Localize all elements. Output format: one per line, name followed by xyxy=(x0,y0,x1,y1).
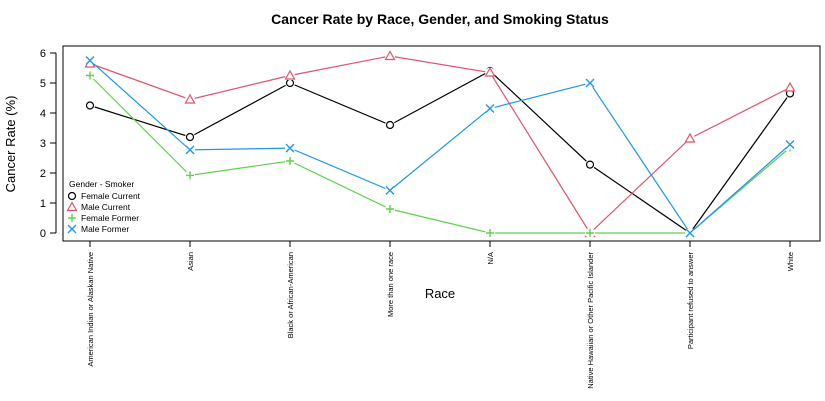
x-tick-label-7: White xyxy=(786,252,795,271)
point-female-current-3 xyxy=(385,120,395,130)
point-male-former-2 xyxy=(285,143,295,153)
point-male-former-5 xyxy=(585,78,595,88)
legend-marker-male-former xyxy=(67,224,77,234)
point-male-former-3 xyxy=(385,185,395,195)
legend-marker-female-current xyxy=(67,191,77,201)
y-axis: 0 1 2 3 4 5 6 xyxy=(40,48,57,240)
x-tick-label-4: N/A xyxy=(486,252,495,265)
series-line-male-former xyxy=(89,60,791,234)
legend-label-female-former: Female Former xyxy=(81,213,139,223)
point-male-former-6 xyxy=(685,228,695,238)
point-female-former-2 xyxy=(286,157,294,165)
chart-title: Cancer Rate by Race, Gender, and Smoking… xyxy=(271,11,609,27)
point-male-current-4 xyxy=(484,66,496,77)
point-male-current-2 xyxy=(284,69,296,80)
point-gap-male-current-4 xyxy=(485,67,495,78)
x-axis: American Indian or Alaskan Native Asian Bl… xyxy=(86,240,795,389)
point-female-former-1 xyxy=(186,171,194,180)
y-tick-label-4: 4 xyxy=(40,108,46,120)
x-tick-label-6: Participant refused to answer xyxy=(686,252,695,350)
point-female-current-5 xyxy=(585,160,595,169)
point-female-current-0 xyxy=(85,101,95,110)
x-tick-label-5: Native Hawaiian or Other Pacific Islande… xyxy=(586,252,595,389)
legend-title: Gender - Smoker xyxy=(69,179,134,189)
y-tick-label-1: 1 xyxy=(40,198,46,210)
point-male-former-0 xyxy=(85,56,95,65)
legend-label-male-current: Male Current xyxy=(81,202,131,212)
legend-marker-female-former xyxy=(68,214,76,222)
legend-label-female-current: Female Current xyxy=(81,191,141,201)
point-male-former-7 xyxy=(785,140,795,149)
x-tick-label-3: More than one race xyxy=(386,252,395,317)
series-male-current xyxy=(84,50,796,238)
point-male-current-6 xyxy=(684,132,696,143)
point-male-former-1 xyxy=(185,145,195,155)
y-tick-label-0: 0 xyxy=(40,228,46,240)
y-tick-label-2: 2 xyxy=(40,168,46,180)
plot-frame xyxy=(62,45,821,242)
point-gap-male-current-2 xyxy=(285,70,295,81)
point-gap-male-current-6 xyxy=(685,133,695,144)
x-tick-label-1: Asian xyxy=(186,252,195,271)
point-gap-male-current-7 xyxy=(785,82,795,93)
point-gap-male-current-3 xyxy=(385,51,395,61)
point-male-current-3 xyxy=(384,50,396,61)
point-female-former-3 xyxy=(386,205,394,213)
series-male-former xyxy=(85,55,795,238)
y-axis-label: Cancer Rate (%) xyxy=(3,96,18,193)
point-male-current-1 xyxy=(184,93,196,104)
point-female-current-1 xyxy=(185,132,195,142)
legend-marker-male-current xyxy=(66,201,78,212)
series-line-male-current xyxy=(89,55,791,234)
series-layer xyxy=(84,50,796,238)
x-axis-label: Race xyxy=(425,286,455,301)
point-gap-male-current-1 xyxy=(185,94,195,105)
x-tick-label-2: Black or African-American xyxy=(286,252,295,338)
series-line-female-current xyxy=(89,70,791,234)
x-tick-label-0: American Indian or Alaskan Native xyxy=(86,252,95,367)
y-tick-label-5: 5 xyxy=(40,78,46,90)
point-male-current-7 xyxy=(784,81,796,92)
point-female-former-0 xyxy=(86,71,94,80)
legend-label-male-former: Male Former xyxy=(81,224,129,234)
point-female-former-4 xyxy=(486,229,494,237)
y-tick-label-6: 6 xyxy=(40,48,46,60)
y-tick-label-3: 3 xyxy=(40,138,46,150)
point-female-former-5 xyxy=(586,229,594,237)
point-male-former-4 xyxy=(485,104,495,113)
series-line-female-former xyxy=(89,75,791,234)
